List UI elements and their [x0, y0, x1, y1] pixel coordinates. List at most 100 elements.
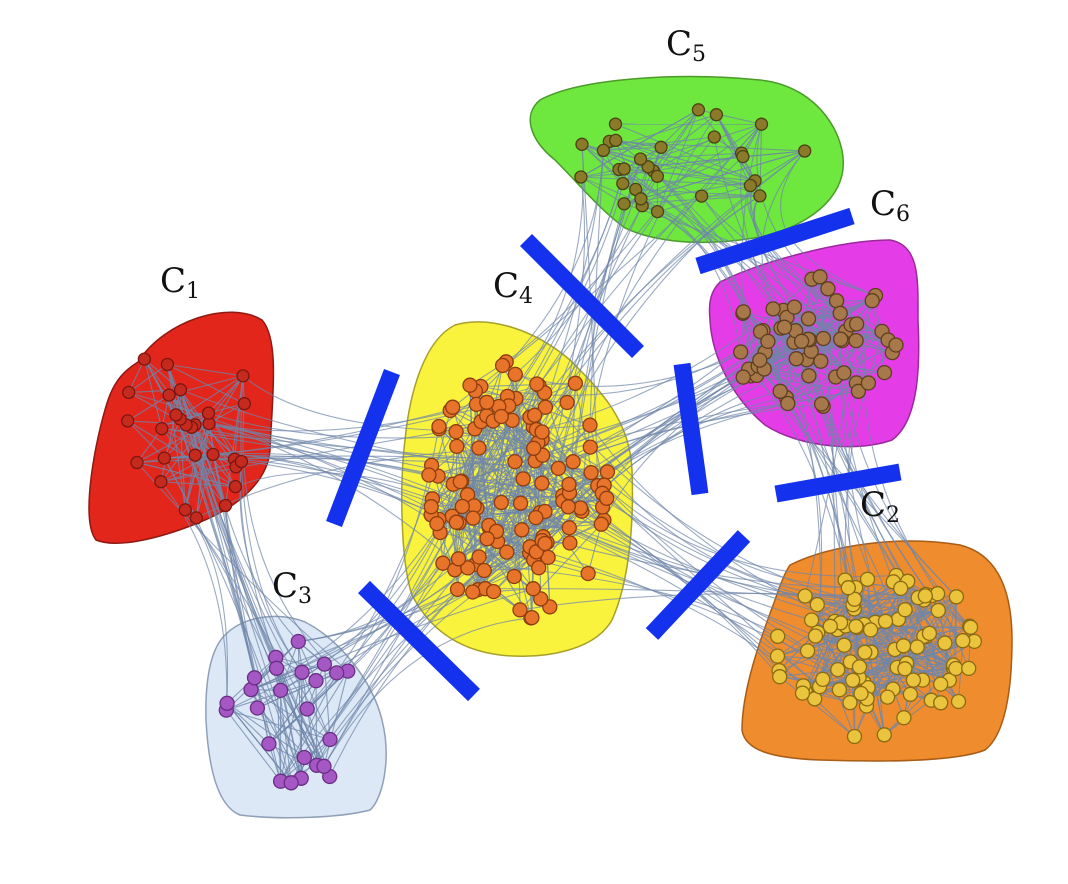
node-c2 — [862, 622, 879, 638]
node-c4 — [567, 375, 584, 391]
node-c6 — [820, 281, 836, 297]
node-c4 — [471, 440, 487, 456]
node-c4 — [580, 565, 596, 582]
node-c4 — [512, 602, 528, 618]
node-c2 — [948, 660, 964, 677]
edge-c1 — [160, 481, 236, 488]
node-c2 — [859, 571, 876, 587]
cut-line-c4-c5 — [519, 233, 645, 359]
edge-c6 — [795, 276, 821, 331]
node-c4 — [582, 439, 598, 455]
cluster-label-c5: C5 — [666, 24, 706, 67]
node-c4 — [506, 568, 522, 585]
bundle-edge-c1-c4 — [161, 428, 516, 463]
edge-c6 — [795, 300, 838, 360]
node-c6 — [848, 332, 864, 349]
node-c2 — [955, 633, 971, 649]
node-c2 — [962, 619, 979, 635]
cluster-labels: C1 C2 C3 C4 C5 C6 — [160, 24, 910, 609]
edge-c3 — [280, 690, 325, 767]
bundle-edge-c5-c4 — [439, 183, 624, 533]
bundle-edge-c5-c4 — [454, 195, 761, 571]
node-c3 — [272, 682, 289, 699]
node-c5 — [798, 144, 812, 158]
bundle-edge-c5-c4 — [439, 168, 625, 533]
node-c4 — [561, 520, 577, 536]
edge-c3 — [254, 677, 325, 767]
node-c4 — [550, 460, 567, 477]
node-c2 — [836, 637, 852, 653]
node-c4 — [445, 399, 461, 415]
bundle-edge-c5-c6 — [701, 195, 857, 384]
bundle-edge-c5-c4 — [458, 195, 761, 524]
node-c1 — [157, 451, 171, 465]
node-c2 — [769, 648, 786, 664]
node-c5 — [609, 133, 623, 148]
node-c4 — [560, 499, 576, 515]
node-c3 — [268, 660, 285, 676]
node-c2 — [815, 671, 831, 688]
node-c3 — [219, 695, 235, 711]
edge-c1 — [136, 428, 163, 463]
edge-c1 — [127, 394, 170, 422]
bundle-edge-c5-c4 — [568, 203, 625, 493]
node-c4 — [479, 394, 495, 410]
node-c2 — [937, 635, 953, 651]
node-c5 — [709, 108, 724, 122]
node-c6 — [788, 351, 804, 367]
node-c4 — [448, 424, 464, 440]
edge-c5 — [640, 109, 699, 200]
node-c4 — [448, 514, 465, 530]
bundle-edge-c6-c4 — [428, 365, 759, 476]
cluster-label-c3: C3 — [272, 566, 312, 609]
node-c4 — [429, 515, 445, 532]
cluster-label-c1: C1 — [160, 261, 200, 304]
node-c6 — [828, 293, 845, 309]
node-c4 — [514, 522, 530, 538]
edge-c4 — [514, 374, 540, 568]
node-c4 — [526, 407, 543, 423]
node-c1 — [228, 479, 243, 494]
node-c1 — [178, 503, 192, 517]
edge-c5 — [603, 114, 717, 151]
edge-c5 — [754, 150, 805, 182]
node-c5 — [617, 162, 631, 176]
node-c5 — [634, 192, 648, 206]
node-c4 — [423, 499, 439, 515]
node-c5 — [575, 137, 589, 151]
node-c6 — [876, 364, 893, 381]
edge-c5 — [715, 114, 743, 154]
bundle-edge-c1-c4 — [128, 391, 438, 525]
bundle-edge-c1-c3 — [163, 457, 302, 779]
edge-c5 — [580, 176, 625, 205]
node-c3 — [329, 665, 345, 681]
edge-c1 — [160, 389, 182, 482]
node-c4 — [465, 584, 481, 600]
node-c4 — [449, 438, 465, 455]
edge-c6 — [794, 306, 841, 314]
edge-c2 — [925, 594, 954, 669]
node-c5 — [650, 204, 665, 219]
node-c2 — [842, 694, 858, 711]
node-c4 — [507, 366, 523, 383]
node-c1 — [234, 454, 249, 469]
node-c3 — [290, 633, 306, 650]
edge-c5 — [581, 143, 620, 170]
node-c1 — [201, 406, 216, 420]
node-c4 — [526, 440, 542, 456]
node-c6 — [776, 319, 793, 335]
cut-lines — [326, 207, 902, 702]
bundle-edge-c3-c4 — [250, 416, 502, 691]
node-c1 — [121, 414, 135, 428]
node-c2 — [948, 589, 965, 605]
edge-c1 — [167, 364, 245, 405]
node-c4 — [537, 535, 553, 552]
bundle-edge-c4-c2 — [590, 472, 865, 684]
node-c1 — [130, 455, 144, 470]
bundle-edge-c1-c3 — [212, 454, 299, 642]
node-c2 — [797, 588, 813, 604]
node-c3 — [316, 758, 332, 774]
node-c2 — [917, 588, 933, 604]
node-c5 — [743, 178, 758, 193]
